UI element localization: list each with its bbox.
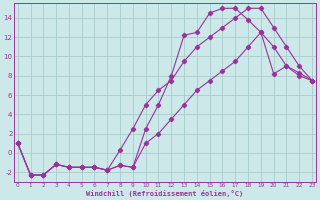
X-axis label: Windchill (Refroidissement éolien,°C): Windchill (Refroidissement éolien,°C) <box>86 190 244 197</box>
